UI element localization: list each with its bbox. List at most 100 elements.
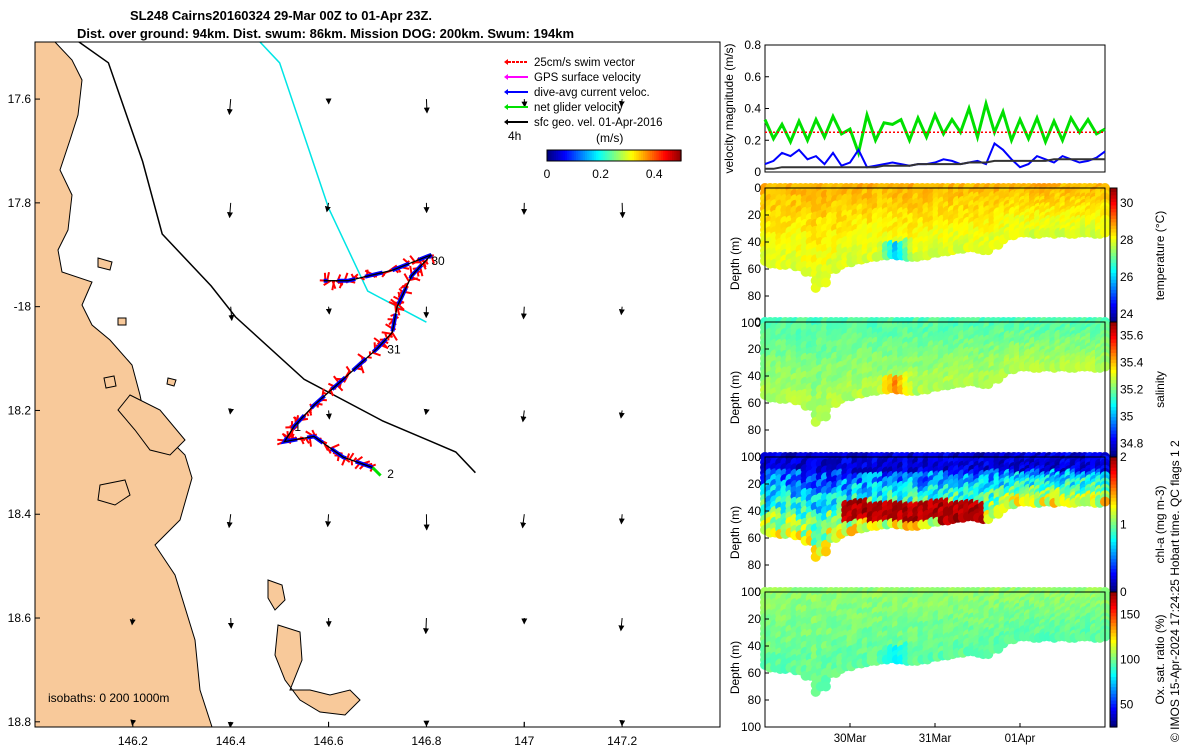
title-line-2: Dist. over ground: 94km. Dist. swum: 86k… bbox=[77, 26, 575, 41]
heatmap-ytick-label: 100 bbox=[741, 720, 761, 734]
heatmap-colorbar-cell bbox=[1110, 322, 1117, 326]
heatmap-colorbar-cell bbox=[1110, 619, 1117, 623]
heatmap-colorbar-cell bbox=[1110, 272, 1117, 277]
heatmap-colorbar-cell bbox=[1110, 231, 1117, 236]
legend-arrowhead-5 bbox=[504, 119, 508, 125]
colorbar-cell bbox=[587, 150, 591, 161]
heatmap-ytick-label: 20 bbox=[748, 208, 762, 222]
heatmap-ytick-label: 0 bbox=[754, 181, 761, 195]
colorbar-cell bbox=[638, 150, 642, 161]
heatmap-colorbar-cell bbox=[1110, 396, 1117, 401]
heatmap-colorbar-cell bbox=[1110, 527, 1117, 532]
heatmap-ytick-label: 80 bbox=[748, 558, 762, 572]
map-ytick-label-4: 18.2 bbox=[8, 403, 32, 417]
map-xtick-label-1: 146.2 bbox=[118, 734, 148, 748]
colorbar-cell bbox=[622, 150, 626, 161]
colorbar-cell bbox=[555, 150, 559, 161]
geo-velocity-arrow bbox=[520, 306, 527, 320]
velocity-ytick-label-3: 0.4 bbox=[744, 102, 761, 116]
heatmap-colorbar-cell bbox=[1110, 673, 1117, 677]
heatmap-colorbar-cell bbox=[1110, 551, 1117, 556]
heatmap-colorbar-cell bbox=[1110, 676, 1117, 681]
heatmap-colorbar-cell bbox=[1110, 470, 1117, 475]
island-2 bbox=[97, 479, 131, 506]
colorbar-tick-3: 0.4 bbox=[646, 167, 663, 181]
colorbar-cell bbox=[645, 150, 649, 161]
heatmap-colorbar-cell bbox=[1110, 342, 1117, 347]
legend-label-1: 25cm/s swim vector bbox=[534, 57, 635, 69]
heatmap-colorbar-cell bbox=[1110, 282, 1117, 287]
mainland-coast bbox=[35, 42, 213, 727]
island-7 bbox=[117, 317, 127, 326]
geo-velocity-arrow bbox=[228, 306, 235, 322]
heatmap-ytick-label: 20 bbox=[748, 342, 762, 356]
colorbar-cell bbox=[660, 150, 664, 161]
heatmap-ytick-label: 40 bbox=[748, 504, 762, 518]
colorbar-cell bbox=[558, 150, 562, 161]
colorbar-cell bbox=[609, 150, 613, 161]
heatmap-colorbar-tick: 28 bbox=[1120, 233, 1134, 247]
heatmap-colorbar-cell bbox=[1110, 376, 1117, 380]
colorbar-tick-2: 0.2 bbox=[592, 167, 609, 181]
swim-vector bbox=[304, 437, 310, 444]
colorbar-cell bbox=[569, 150, 573, 161]
colorbar-cell bbox=[652, 150, 655, 161]
island-4 bbox=[274, 624, 361, 716]
heatmap-colorbar-cell bbox=[1110, 406, 1117, 411]
heatmap-colorbar-cell bbox=[1110, 713, 1117, 718]
heatmap-ylabel: Depth (m) bbox=[728, 237, 742, 290]
heatmap-colorbar-cell bbox=[1110, 595, 1117, 600]
map-ytick-label-5: 18.4 bbox=[8, 507, 32, 521]
heatmap-colorbar-cell bbox=[1110, 639, 1117, 644]
heatmap-colorbar-cell bbox=[1110, 221, 1117, 226]
colorbar-cell bbox=[551, 150, 555, 161]
heatmap-colorbar-cell bbox=[1110, 531, 1117, 536]
velocity-ytick-label-1: 0 bbox=[754, 165, 761, 179]
heatmap-variable-label: temperature (°C) bbox=[1153, 211, 1167, 301]
colorbar-cell bbox=[643, 150, 646, 161]
heatmap-colorbar-cell bbox=[1110, 517, 1117, 522]
heatmap-colorbar-cell bbox=[1110, 423, 1117, 428]
heatmap-colorbar-cell bbox=[1110, 612, 1117, 617]
heatmap-colorbar-cell bbox=[1110, 312, 1117, 317]
colorbar-cell bbox=[634, 150, 637, 161]
geo-velocity-arrow bbox=[618, 306, 625, 316]
heatmap-ytick-label: 20 bbox=[748, 477, 762, 491]
heatmap-colorbar-cell bbox=[1110, 369, 1117, 374]
isobath-200m bbox=[258, 42, 427, 323]
colorbar-cell bbox=[663, 150, 666, 161]
colorbar-cell bbox=[571, 150, 575, 161]
heatmap-ylabel: Depth (m) bbox=[728, 371, 742, 424]
map-ytick-label-1: 17.6 bbox=[8, 92, 32, 106]
heatmap-colorbar-cell bbox=[1110, 578, 1117, 583]
time-xtick-label-3: 01Apr bbox=[1005, 733, 1036, 745]
velocity-ytick-label-5: 0.8 bbox=[744, 38, 761, 52]
heatmap-colorbar-cell bbox=[1110, 581, 1117, 586]
colorbar-cell bbox=[582, 150, 586, 161]
colorbar-cell bbox=[611, 150, 615, 161]
swim-vector bbox=[381, 331, 392, 335]
heatmap-colorbar-cell bbox=[1110, 649, 1117, 654]
legend-label-4: net glider velocity bbox=[534, 102, 623, 114]
swim-vector bbox=[391, 332, 398, 341]
heatmap-ytick-label: 60 bbox=[748, 531, 762, 545]
geo-velocity-arrow bbox=[520, 410, 527, 423]
heatmap-ytick-label: 80 bbox=[748, 289, 762, 303]
heatmap-colorbar-cell bbox=[1110, 433, 1117, 438]
velocity-series-1 bbox=[763, 98, 1106, 159]
colorbar-cell bbox=[580, 150, 584, 161]
heatmap-colorbar-cell bbox=[1110, 592, 1117, 596]
swim-vector bbox=[283, 433, 288, 438]
velocity-axes-frame bbox=[764, 44, 1106, 173]
colorbar-cell bbox=[669, 150, 673, 161]
heatmap-colorbar-cell bbox=[1110, 362, 1117, 367]
heatmap-ytick-label: 0 bbox=[754, 450, 761, 464]
swim-vector bbox=[403, 273, 410, 283]
heatmap-colorbar-cell bbox=[1110, 296, 1117, 300]
colorbar-cell bbox=[598, 150, 602, 161]
colorbar-cell bbox=[600, 150, 604, 161]
geo-velocity-arrow bbox=[325, 306, 332, 315]
heatmap-colorbar-cell bbox=[1110, 379, 1117, 384]
